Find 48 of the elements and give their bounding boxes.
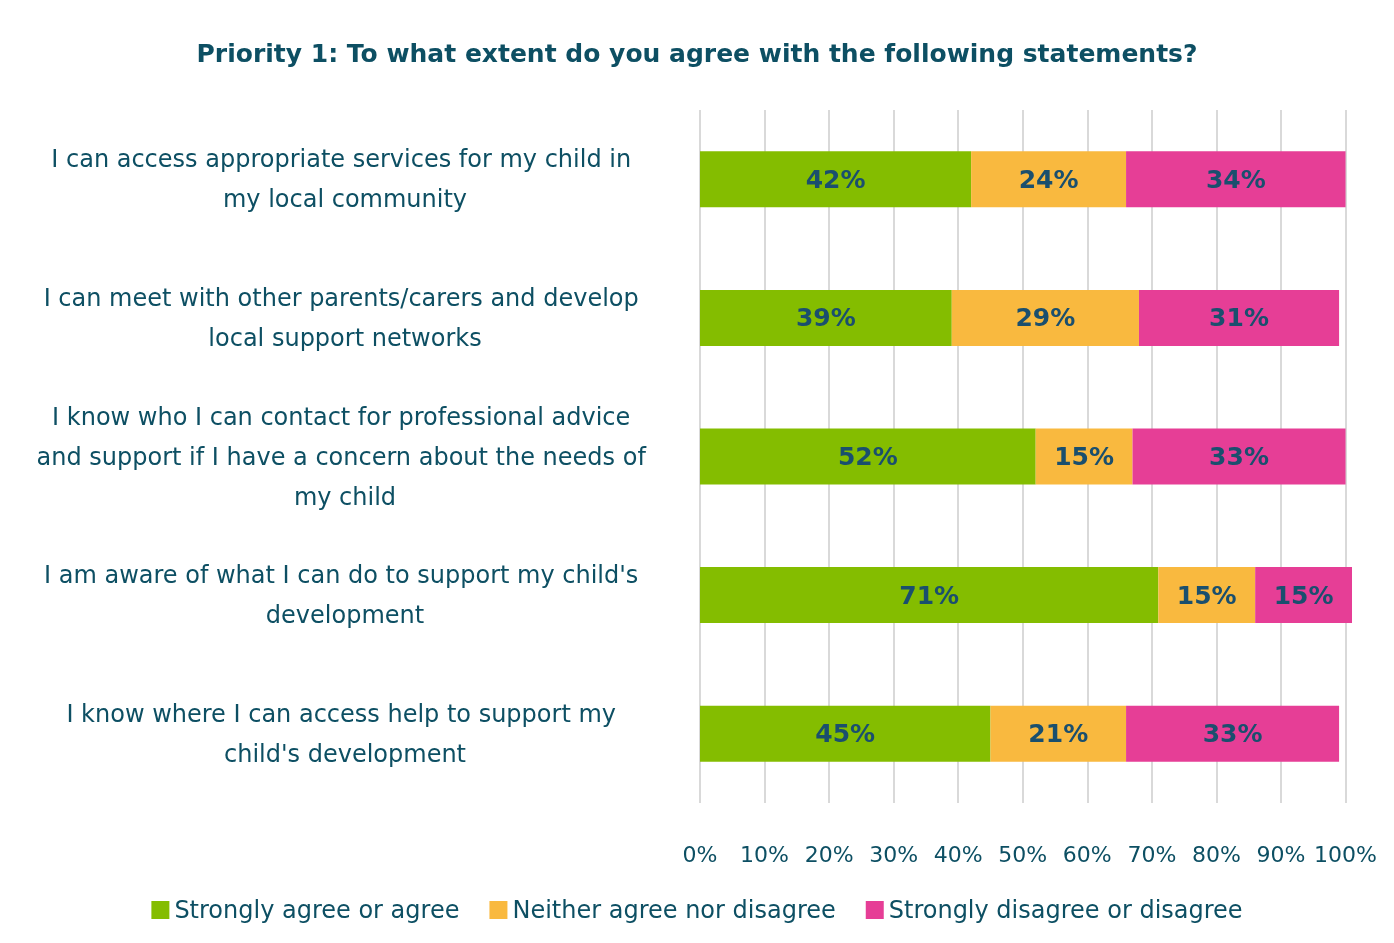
data-label: 45% [815,719,876,749]
y-tick-label: I know who I can contact for professional advice and support if I have a concern about the needs of my child [36,402,654,511]
data-label: 31% [1209,303,1269,333]
bar [700,705,991,762]
legend-label: Neither agree nor disagree [512,896,836,924]
chart-title: Priority 1: To what extent do you agree with the following statements? [196,39,1198,68]
data-label: 21% [1028,719,1089,749]
y-tick-label: I know where I can access help to support my child's development [66,699,624,768]
x-tick-label: 90% [1256,841,1306,867]
x-tick-label: 20% [804,841,854,867]
y-tick-label: I am aware of what I can do to support my child's development [44,561,646,630]
data-label: 15% [1273,580,1334,610]
x-tick-label: 10% [740,841,790,867]
data-label: 33% [1209,442,1269,471]
data-label: 42% [805,164,866,194]
y-tick-label: I can meet with other parents/carers and develop local support networks [43,283,647,352]
data-label: 29% [1015,303,1076,333]
bar [1132,428,1346,485]
x-tick-label: 80% [1191,841,1241,867]
legend-label: Strongly disagree or disagree [888,896,1243,924]
data-label: 52% [837,442,898,471]
bar [1126,705,1340,762]
data-label: 33% [1202,719,1263,749]
x-tick-label: 100% [1314,841,1377,867]
x-tick-label: 60% [1062,841,1112,867]
bar [990,705,1127,762]
x-tick-label: 50% [998,841,1048,867]
bar [971,151,1127,208]
x-tick-label: 70% [1127,841,1177,867]
bar [700,151,972,208]
bar [700,289,952,346]
bar [1138,289,1340,346]
legend-label: Strongly agree or agree [174,896,460,924]
y-tick-label: I can access appropriate services for my child in my local community [51,145,639,214]
data-label: 34% [1205,164,1266,194]
data-label: 15% [1176,580,1237,610]
bar [1126,151,1346,208]
x-tick-label: 30% [869,841,919,867]
bar [700,428,1036,485]
bar [1035,428,1133,485]
data-label: 15% [1054,442,1115,471]
bar [700,567,1159,624]
x-tick-label: 40% [933,841,983,867]
data-label: 24% [1018,164,1079,194]
bar [951,289,1139,346]
x-tick-label: 0% [682,841,718,867]
data-label: 39% [795,303,856,333]
data-label: 71% [899,580,960,610]
